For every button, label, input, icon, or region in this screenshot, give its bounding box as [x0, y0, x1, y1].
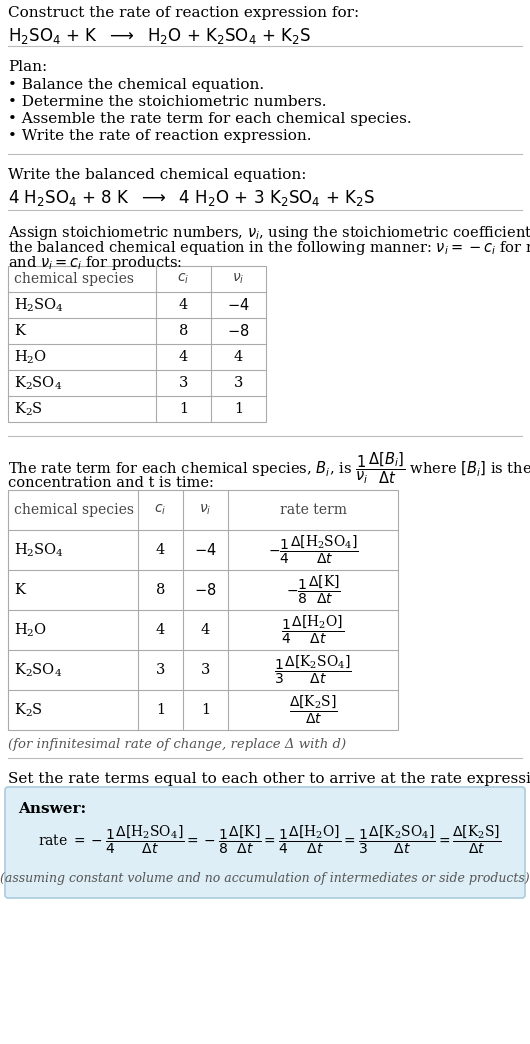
Text: K: K — [14, 324, 25, 338]
Text: 1: 1 — [156, 703, 165, 717]
Text: Construct the rate of reaction expression for:: Construct the rate of reaction expressio… — [8, 6, 359, 20]
Text: 4: 4 — [156, 623, 165, 637]
Text: 3: 3 — [156, 663, 165, 677]
Text: $\mathregular{4\ H_2SO_4}$ $+$ 8 K  $\longrightarrow$  $\mathregular{4\ H_2O}$ $: $\mathregular{4\ H_2SO_4}$ $+$ 8 K $\lon… — [8, 188, 375, 208]
Text: Answer:: Answer: — [18, 802, 86, 816]
Text: 3: 3 — [234, 376, 243, 390]
Text: 8: 8 — [179, 324, 188, 338]
Text: (for infinitesimal rate of change, replace Δ with d): (for infinitesimal rate of change, repla… — [8, 738, 346, 751]
Text: rate term: rate term — [279, 503, 347, 517]
Text: (assuming constant volume and no accumulation of intermediates or side products): (assuming constant volume and no accumul… — [0, 872, 530, 885]
Text: $-8$: $-8$ — [227, 323, 250, 339]
Text: the balanced chemical equation in the following manner: $\nu_i = -c_i$ for react: the balanced chemical equation in the fo… — [8, 239, 530, 257]
Text: 4: 4 — [179, 298, 188, 312]
Text: The rate term for each chemical species, $B_i$, is $\dfrac{1}{\nu_i}\dfrac{\Delt: The rate term for each chemical species,… — [8, 450, 530, 485]
Text: Write the balanced chemical equation:: Write the balanced chemical equation: — [8, 168, 306, 182]
Text: 1: 1 — [234, 402, 243, 416]
Text: $\nu_i$: $\nu_i$ — [199, 503, 211, 517]
Text: 4: 4 — [234, 350, 243, 364]
Text: 1: 1 — [201, 703, 210, 717]
Bar — [8, 266, 266, 422]
Text: rate $= -\dfrac{1}{4}\dfrac{\Delta[\mathregular{H_2SO_4}]}{\Delta t} = -\dfrac{1: rate $= -\dfrac{1}{4}\dfrac{\Delta[\math… — [38, 824, 501, 856]
Text: chemical species: chemical species — [14, 272, 134, 286]
Text: $-4$: $-4$ — [194, 542, 217, 557]
Text: $-\dfrac{1}{4}\dfrac{\Delta[\mathregular{H_2SO_4}]}{\Delta t}$: $-\dfrac{1}{4}\dfrac{\Delta[\mathregular… — [268, 533, 358, 566]
Text: Set the rate terms equal to each other to arrive at the rate expression:: Set the rate terms equal to each other t… — [8, 772, 530, 786]
Text: $\dfrac{1}{3}\dfrac{\Delta[\mathregular{K_2SO_4}]}{\Delta t}$: $\dfrac{1}{3}\dfrac{\Delta[\mathregular{… — [274, 654, 352, 686]
Text: • Write the rate of reaction expression.: • Write the rate of reaction expression. — [8, 129, 312, 143]
Text: $\mathregular{K_2S}$: $\mathregular{K_2S}$ — [14, 400, 43, 418]
Text: 3: 3 — [201, 663, 210, 677]
Text: $\mathregular{H_2O}$: $\mathregular{H_2O}$ — [14, 621, 47, 639]
Text: $\nu_i$: $\nu_i$ — [232, 271, 245, 286]
Text: K: K — [14, 583, 25, 597]
Text: $\mathregular{H_2SO_4}$: $\mathregular{H_2SO_4}$ — [14, 541, 64, 559]
Text: $-8$: $-8$ — [194, 582, 217, 598]
Text: $-\dfrac{1}{8}\dfrac{\Delta[\mathregular{K}]}{\Delta t}$: $-\dfrac{1}{8}\dfrac{\Delta[\mathregular… — [286, 574, 340, 607]
Text: $-4$: $-4$ — [227, 296, 250, 313]
Text: chemical species: chemical species — [14, 503, 134, 517]
Text: 4: 4 — [156, 543, 165, 557]
Text: • Assemble the rate term for each chemical species.: • Assemble the rate term for each chemic… — [8, 112, 412, 126]
Text: $c_i$: $c_i$ — [178, 271, 190, 286]
Text: • Determine the stoichiometric numbers.: • Determine the stoichiometric numbers. — [8, 95, 326, 109]
Bar — [8, 490, 398, 730]
Text: 8: 8 — [156, 583, 165, 597]
Text: and $\nu_i = c_i$ for products:: and $\nu_i = c_i$ for products: — [8, 254, 182, 272]
Text: Plan:: Plan: — [8, 60, 47, 74]
Text: $\mathregular{K_2S}$: $\mathregular{K_2S}$ — [14, 702, 43, 718]
Text: 4: 4 — [179, 350, 188, 364]
Text: $\mathregular{H_2SO_4}$ $+$ K  $\longrightarrow$  $\mathregular{H_2O}$ $+$ $\mat: $\mathregular{H_2SO_4}$ $+$ K $\longrigh… — [8, 26, 311, 46]
Text: $\mathregular{K_2SO_4}$: $\mathregular{K_2SO_4}$ — [14, 661, 62, 679]
FancyBboxPatch shape — [5, 787, 525, 898]
Text: $\mathregular{H_2SO_4}$: $\mathregular{H_2SO_4}$ — [14, 296, 64, 313]
Text: $\dfrac{\Delta[\mathregular{K_2S}]}{\Delta t}$: $\dfrac{\Delta[\mathregular{K_2S}]}{\Del… — [288, 694, 338, 727]
Text: $\mathregular{K_2SO_4}$: $\mathregular{K_2SO_4}$ — [14, 375, 62, 392]
Text: • Balance the chemical equation.: • Balance the chemical equation. — [8, 78, 264, 92]
Text: 3: 3 — [179, 376, 188, 390]
Text: $\mathregular{H_2O}$: $\mathregular{H_2O}$ — [14, 349, 47, 365]
Text: 4: 4 — [201, 623, 210, 637]
Text: Assign stoichiometric numbers, $\nu_i$, using the stoichiometric coefficients, $: Assign stoichiometric numbers, $\nu_i$, … — [8, 224, 530, 242]
Text: $\dfrac{1}{4}\dfrac{\Delta[\mathregular{H_2O}]}{\Delta t}$: $\dfrac{1}{4}\dfrac{\Delta[\mathregular{… — [281, 614, 344, 646]
Text: 1: 1 — [179, 402, 188, 416]
Text: concentration and t is time:: concentration and t is time: — [8, 476, 214, 490]
Text: $c_i$: $c_i$ — [154, 503, 166, 517]
